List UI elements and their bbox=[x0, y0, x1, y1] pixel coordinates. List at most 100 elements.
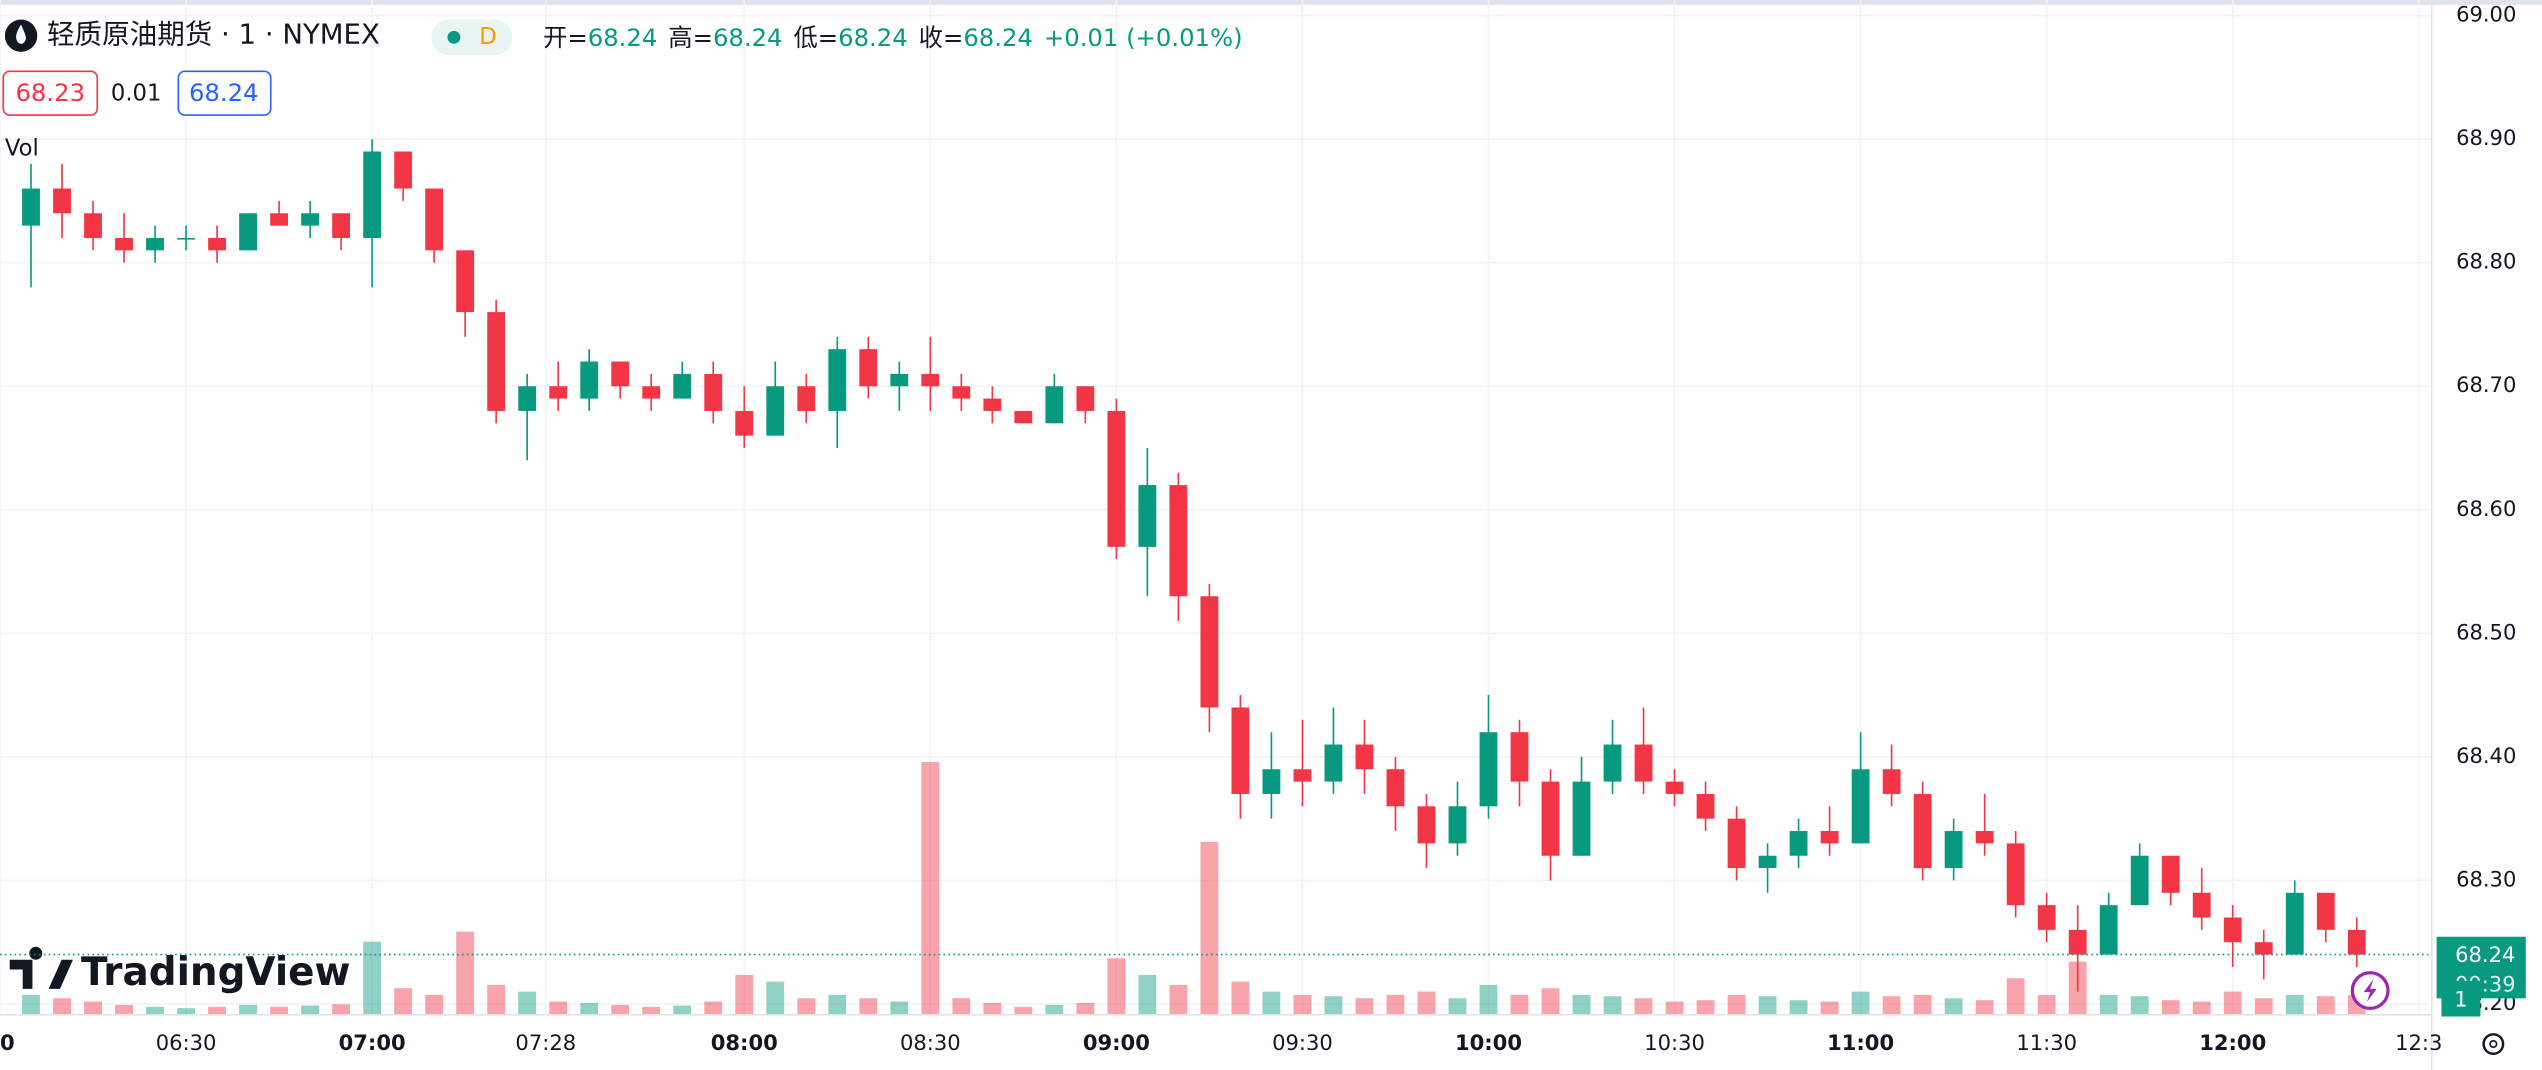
candle-body bbox=[1355, 744, 1374, 770]
candle-body bbox=[363, 151, 382, 238]
volume-bar bbox=[1014, 1006, 1033, 1015]
candle-body bbox=[1324, 744, 1343, 782]
high-label: 高= bbox=[668, 23, 713, 52]
axes: 68.2068.3068.4068.5068.6068.7068.8068.90… bbox=[0, 2, 2516, 1055]
volume-bar bbox=[1107, 958, 1126, 1015]
x-tick-label: 09:00 bbox=[1083, 1030, 1150, 1055]
volume-bar bbox=[890, 1001, 909, 1015]
volume-bar bbox=[1479, 984, 1498, 1015]
candle-body bbox=[84, 213, 102, 238]
volume-bar bbox=[84, 1001, 102, 1015]
volume-bar bbox=[1045, 1004, 1064, 1015]
spread: 0.01 bbox=[111, 81, 162, 107]
x-tick-label: 09:30 bbox=[1272, 1030, 1333, 1055]
last-price-label: 68.24 bbox=[2455, 942, 2515, 967]
settings-button[interactable] bbox=[2482, 1033, 2505, 1055]
x-tick-label: 11:00 bbox=[1827, 1030, 1894, 1055]
volume-bar bbox=[1231, 981, 1250, 1015]
buy-box[interactable] bbox=[177, 70, 272, 116]
candle-body bbox=[1262, 769, 1281, 794]
volume-bar bbox=[1882, 996, 1901, 1015]
candle-body bbox=[2316, 892, 2335, 930]
volume-bar bbox=[363, 941, 382, 1015]
symbol-drop bbox=[16, 24, 26, 44]
candle-body bbox=[394, 151, 413, 189]
candle-body bbox=[921, 373, 940, 387]
volume-bar bbox=[1727, 994, 1746, 1015]
candle-body bbox=[2192, 892, 2211, 918]
status-dot bbox=[447, 30, 461, 44]
candle-body bbox=[2285, 892, 2304, 955]
volume-bar bbox=[1417, 991, 1436, 1015]
candle-body bbox=[53, 188, 71, 214]
volume-bar bbox=[2006, 978, 2025, 1015]
candle-body bbox=[487, 312, 506, 411]
candle-body bbox=[1448, 806, 1467, 844]
settings-icon bbox=[2489, 1039, 2498, 1049]
volume-bar bbox=[2285, 994, 2304, 1015]
candle-body bbox=[177, 237, 195, 240]
volume-bar bbox=[2254, 998, 2273, 1015]
y-tick-label: 69.00 bbox=[2456, 2, 2516, 27]
volume-bar bbox=[208, 1006, 226, 1015]
volume-bar bbox=[270, 1006, 289, 1015]
open-value: 68.24 bbox=[588, 23, 658, 52]
candle-body bbox=[456, 250, 475, 313]
candle-body bbox=[270, 213, 289, 226]
candle-body bbox=[1975, 831, 1994, 844]
candle-body bbox=[301, 213, 320, 226]
candle-body bbox=[2223, 917, 2242, 943]
candle-body bbox=[2347, 929, 2366, 955]
candle-body bbox=[425, 188, 444, 251]
volume-bar bbox=[952, 998, 971, 1015]
candle-body bbox=[1820, 831, 1839, 844]
volume-bar bbox=[704, 1001, 723, 1015]
y-tick-label: 68.70 bbox=[2456, 372, 2516, 397]
volume-bar bbox=[487, 984, 506, 1015]
volume-bar bbox=[921, 761, 940, 1015]
volume-bar bbox=[797, 998, 816, 1015]
candle-body bbox=[735, 410, 754, 436]
candle-body bbox=[1789, 831, 1808, 856]
volume-bar bbox=[2037, 994, 2056, 1015]
volume-bar bbox=[1913, 994, 1932, 1015]
candle-body bbox=[1758, 855, 1777, 869]
sell-box[interactable] bbox=[2, 70, 99, 116]
volume-bar bbox=[2192, 1001, 2211, 1015]
volume-bar bbox=[1386, 994, 1405, 1015]
volume-bar bbox=[1603, 996, 1622, 1015]
volume-bar bbox=[1293, 994, 1312, 1015]
y-tick-label: 68.60 bbox=[2456, 496, 2516, 521]
x-tick-label: 11:30 bbox=[2016, 1030, 2077, 1055]
ask-price: 68.24 bbox=[189, 78, 259, 107]
x-tick-label: 06:30 bbox=[156, 1030, 217, 1055]
volume-bar bbox=[394, 988, 413, 1015]
symbol-title[interactable]: 轻质原油期货 · 1 · NYMEX bbox=[47, 19, 380, 51]
candle-body bbox=[2006, 843, 2025, 906]
candle-body bbox=[1944, 831, 1963, 869]
volume-bar bbox=[332, 1004, 351, 1015]
candle-body bbox=[208, 237, 226, 251]
candle-body bbox=[1665, 781, 1684, 794]
volume-bar bbox=[1975, 1000, 1994, 1015]
candle-body bbox=[611, 361, 630, 387]
volume-bar bbox=[983, 1002, 1002, 1015]
volume-bar bbox=[2223, 991, 2242, 1015]
brand-logo bbox=[9, 946, 73, 989]
y-tick-label: 68.90 bbox=[2456, 125, 2516, 150]
candle-body bbox=[2254, 942, 2273, 955]
alert-badge[interactable] bbox=[2441, 980, 2481, 1017]
candle-body bbox=[1572, 781, 1591, 856]
volume-bar bbox=[1138, 974, 1157, 1015]
candle-body bbox=[518, 386, 537, 411]
volume-bar bbox=[518, 991, 537, 1015]
status-badge: D bbox=[479, 24, 496, 50]
candle-body bbox=[890, 373, 909, 387]
x-tick-label: 07:28 bbox=[515, 1030, 576, 1055]
change-value: +0.01 bbox=[1044, 23, 1118, 52]
status-pill[interactable] bbox=[431, 19, 513, 56]
volume-bar bbox=[735, 974, 754, 1015]
candle-body bbox=[1696, 793, 1715, 819]
candle-body bbox=[859, 349, 878, 387]
